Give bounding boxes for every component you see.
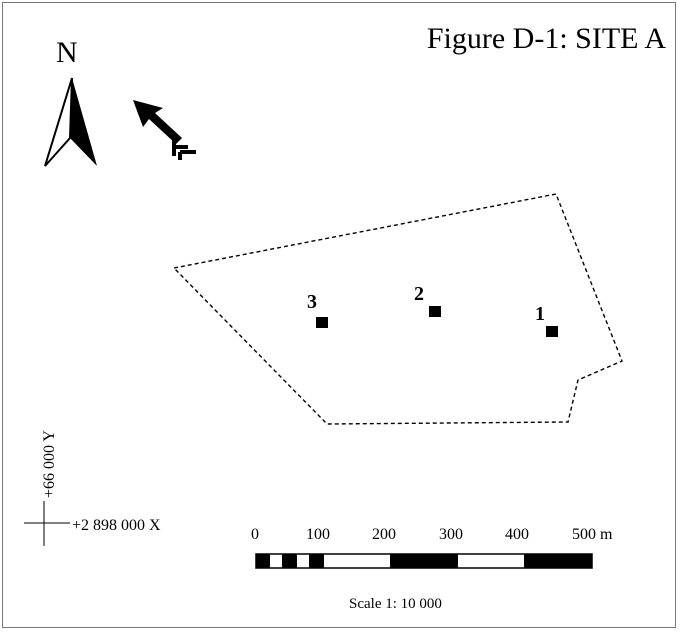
grid-direction-arrow-icon xyxy=(133,100,196,160)
x-coordinate-label: +2 898 000 X xyxy=(72,517,161,534)
scale-tick-label: 300 xyxy=(439,526,463,543)
site-marker-2 xyxy=(429,306,441,317)
scale-tick-label: 100 xyxy=(306,526,330,543)
site-label-3: 3 xyxy=(307,291,317,313)
north-arrow-icon xyxy=(44,77,97,167)
coordinate-crosshair xyxy=(24,501,70,546)
scale-ratio-label: Scale 1: 10 000 xyxy=(349,596,442,612)
site-marker-1 xyxy=(546,326,558,337)
map-title: Figure D-1: SITE A xyxy=(426,22,666,55)
north-label: N xyxy=(56,36,78,69)
site-boundary xyxy=(172,193,623,425)
scale-tick-label: 400 xyxy=(505,526,529,543)
scale-tick-label: 200 xyxy=(372,526,396,543)
scale-tick-label: 500 m xyxy=(572,526,613,543)
site-label-2: 2 xyxy=(414,283,424,305)
scale-tick-label: 0 xyxy=(251,526,259,543)
scale-bar xyxy=(255,553,593,569)
site-marker-3 xyxy=(316,317,328,328)
site-label-1: 1 xyxy=(535,303,545,325)
y-coordinate-label: +66 000 Y xyxy=(41,430,58,498)
